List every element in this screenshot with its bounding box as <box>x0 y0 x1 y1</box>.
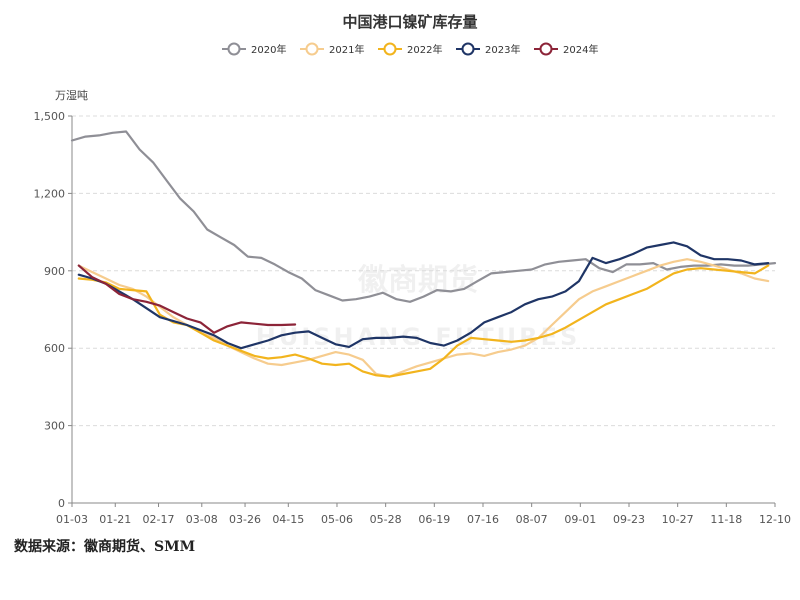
y-tick-label: 300 <box>44 420 65 433</box>
legend-label: 2022年 <box>407 43 442 56</box>
y-axis-unit-label: 万湿吨 <box>55 89 88 102</box>
legend-label: 2020年 <box>251 43 286 56</box>
x-tick-label: 05-06 <box>321 513 353 526</box>
x-tick-label: 12-10 <box>759 513 791 526</box>
x-tick-label: 10-27 <box>662 513 694 526</box>
legend-circle-marker <box>539 42 553 56</box>
legend-circle-marker <box>227 42 241 56</box>
source-note: 数据来源：徽商期货、SMM <box>14 538 195 555</box>
y-axis-ticks: 0 300 600 900 1,200 1,500 <box>34 110 72 510</box>
watermark-en: HUISHANG FUTURES <box>256 323 581 351</box>
y-tick-label: 1,500 <box>34 110 66 123</box>
legend-item-2024[interactable]: 2024年 <box>534 42 598 56</box>
x-tick-label: 04-15 <box>272 513 304 526</box>
legend-item-2020[interactable]: 2020年 <box>222 42 286 56</box>
legend-item-2022[interactable]: 2022年 <box>378 42 442 56</box>
legend-item-2021[interactable]: 2021年 <box>300 42 364 56</box>
legend-circle-marker <box>461 42 475 56</box>
x-tick-label: 09-01 <box>564 513 596 526</box>
legend-label: 2023年 <box>485 43 520 56</box>
x-tick-label: 01-21 <box>99 513 131 526</box>
x-tick-label: 02-17 <box>143 513 175 526</box>
series-line-2023 <box>77 241 770 350</box>
x-tick-label: 01-03 <box>56 513 88 526</box>
x-tick-label: 03-08 <box>186 513 218 526</box>
x-tick-label: 05-28 <box>370 513 402 526</box>
legend-circle-marker <box>383 42 397 56</box>
series-line-2024 <box>77 264 297 334</box>
y-gridlines <box>72 115 775 427</box>
series-line-2020 <box>70 130 777 303</box>
x-tick-label: 08-07 <box>516 513 548 526</box>
watermark-cn: 徽商期货 <box>357 263 478 298</box>
x-tick-label: 07-16 <box>467 513 499 526</box>
x-tick-label: 11-18 <box>710 513 742 526</box>
x-tick-label: 03-26 <box>229 513 261 526</box>
legend-circle-marker <box>305 42 319 56</box>
y-tick-label: 900 <box>44 265 65 278</box>
y-tick-label: 600 <box>44 342 65 355</box>
y-tick-label: 0 <box>58 497 65 510</box>
legend-item-2023[interactable]: 2023年 <box>456 42 520 56</box>
y-tick-label: 1,200 <box>34 187 66 200</box>
x-tick-label: 09-23 <box>613 513 645 526</box>
chart-title: 中国港口镍矿库存量 <box>342 13 477 31</box>
legend-label: 2024年 <box>563 43 598 56</box>
series-line-2022 <box>77 264 770 378</box>
series-lines <box>70 130 777 378</box>
x-tick-label: 06-19 <box>418 513 450 526</box>
x-axis: 01-03 01-21 02-17 03-08 03-26 04-15 05-06 05-28… <box>56 116 791 526</box>
legend: 2020年 2021年 2022年 2023年 2024年 <box>222 42 598 56</box>
legend-label: 2021年 <box>329 43 364 56</box>
